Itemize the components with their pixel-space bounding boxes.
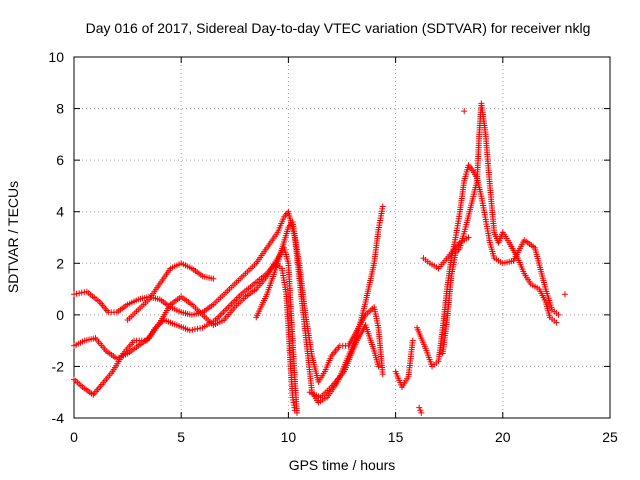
data-point-marker (71, 291, 77, 298)
data-point-marker (379, 203, 386, 210)
y-axis-label: SDTVAR / TECUs (5, 181, 21, 293)
data-point-marker (417, 407, 424, 414)
y-tick-label: 4 (56, 204, 64, 220)
series-arc-5 (253, 219, 386, 385)
data-point-marker (197, 325, 204, 332)
data-point-marker (291, 407, 298, 414)
series-arc-6 (306, 322, 382, 401)
y-tick-label: 0 (56, 307, 64, 323)
chart-title: Day 016 of 2017, Sidereal Day-to-day VTE… (86, 20, 591, 36)
y-tick-label: 10 (48, 49, 64, 65)
gridlines (74, 57, 610, 418)
data-point-marker (465, 234, 472, 241)
y-tick-label: -4 (52, 410, 65, 426)
data-points (71, 100, 568, 416)
data-point-marker (191, 326, 198, 333)
series-arc-2 (71, 244, 300, 416)
data-point-marker (186, 327, 193, 334)
series-arc-4 (124, 260, 217, 324)
data-point-marker (461, 108, 468, 115)
series-arc-10 (439, 100, 560, 357)
series-arc-8 (416, 404, 425, 416)
series-arc-3 (71, 260, 298, 414)
data-point-marker (553, 319, 560, 326)
data-point-marker (194, 325, 201, 332)
y-tick-label: 6 (56, 152, 64, 168)
data-point-marker (81, 289, 88, 296)
y-tick-label: 8 (56, 101, 64, 117)
x-tick-label: 25 (602, 429, 618, 445)
data-point-marker (409, 337, 416, 344)
data-point-marker (210, 275, 217, 282)
y-tick-label: -2 (52, 358, 65, 374)
x-axis-label: GPS time / hours (289, 457, 396, 473)
data-point-marker (78, 289, 85, 296)
data-point-marker (73, 290, 80, 297)
series-arc-7 (392, 337, 416, 391)
axis-ticks: 0 5 10 15 20 25 -4 -2 0 2 4 6 8 10 (48, 49, 618, 445)
y-tick-label: 2 (56, 255, 64, 271)
data-point-marker (189, 326, 196, 333)
x-tick-label: 10 (281, 429, 297, 445)
data-point-marker (418, 409, 425, 416)
data-point-marker (379, 371, 386, 378)
data-point-marker (375, 363, 382, 370)
series-arc-12 (461, 108, 568, 298)
series-arc-9 (414, 162, 562, 370)
x-tick-label: 0 (70, 429, 78, 445)
data-point-marker (555, 311, 562, 318)
data-point-marker (561, 291, 568, 298)
data-point-marker (416, 404, 423, 411)
x-tick-label: 15 (388, 429, 404, 445)
x-tick-label: 20 (495, 429, 511, 445)
plot-frame (73, 56, 611, 419)
data-point-marker (76, 290, 83, 297)
x-tick-label: 5 (177, 429, 185, 445)
series-arc-11 (420, 234, 472, 272)
